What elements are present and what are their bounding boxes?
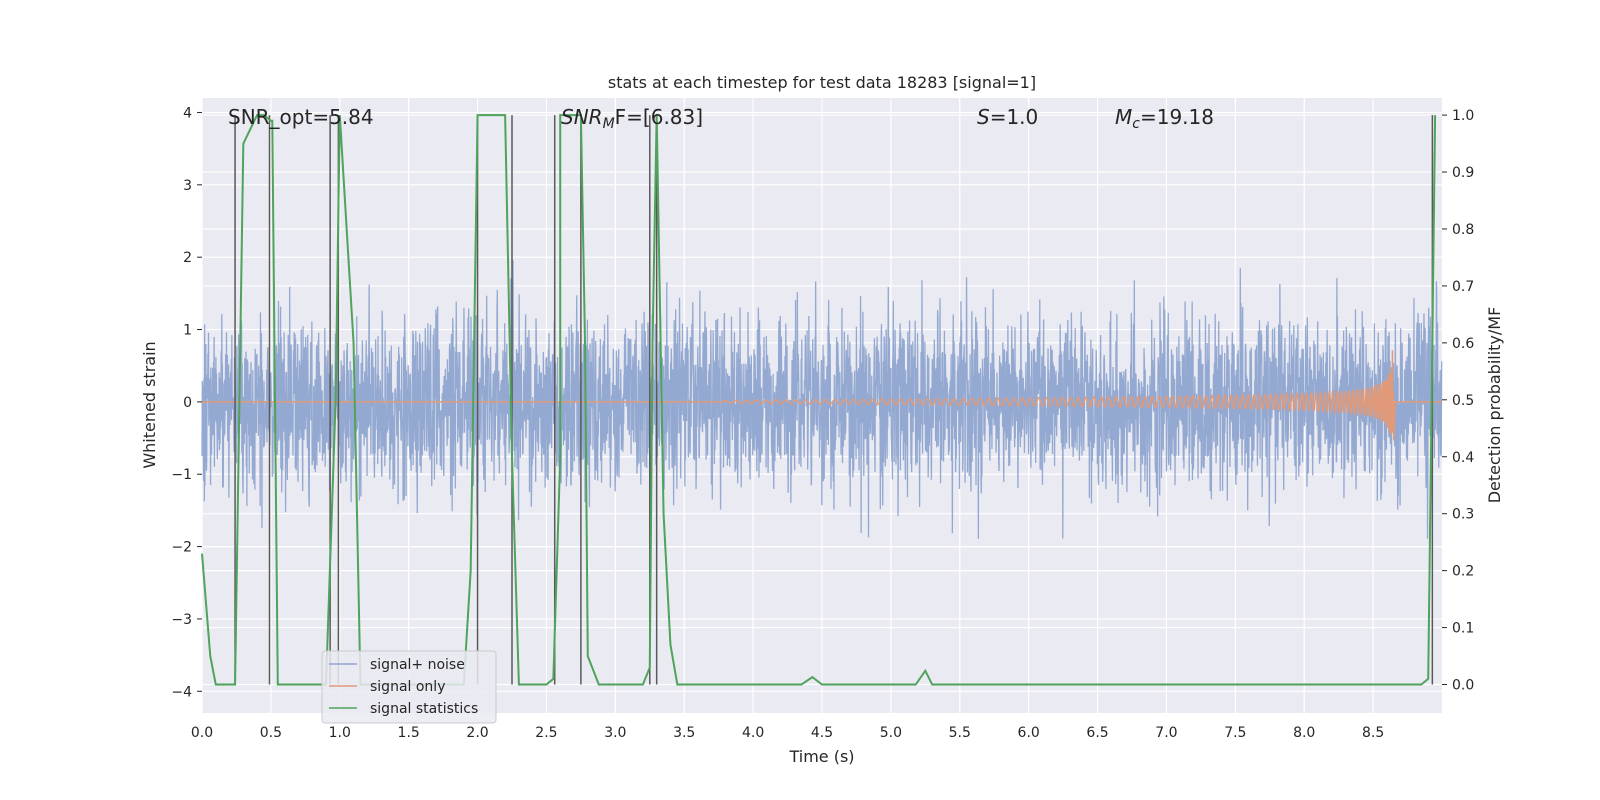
y-right-tick-label: 1.0 <box>1452 108 1474 124</box>
y-right-tick-label: 0.7 <box>1452 279 1474 295</box>
x-tick-label: 1.5 <box>398 725 420 741</box>
signal-plus-noise-trace <box>201 260 1443 539</box>
annotation-mc-base: M <box>1115 105 1132 129</box>
legend-label-signal-statistics: signal statistics <box>370 701 478 717</box>
x-tick-label: 5.5 <box>949 725 971 741</box>
y-right-tick-label: 0.3 <box>1452 507 1474 523</box>
x-tick-labels: 0.0 0.5 1.0 1.5 2.0 2.5 3.0 3.5 4.0 4.5 5.0 5.5 6.0 6… <box>191 725 1384 741</box>
y-right-tick-label: 0.9 <box>1452 165 1474 181</box>
y-axis-right-label: Detection probability/MF <box>1485 307 1504 504</box>
annotation-snr-mf-rest: F=[6.83] <box>615 105 703 129</box>
y-left-tick-label: 0 <box>183 395 192 411</box>
y-right-tick-label: 0.6 <box>1452 336 1474 352</box>
x-tick-label: 4.0 <box>742 725 764 741</box>
y-right-tick-label: 0.0 <box>1452 678 1474 694</box>
signal-plus-noise-line <box>201 260 1443 539</box>
y-left-tick-label: 2 <box>183 250 192 266</box>
signal-statistics-trace <box>201 114 1437 686</box>
y-right-tick-label: 0.4 <box>1452 450 1474 466</box>
legend-label-signal-only: signal only <box>370 679 445 695</box>
x-tick-label: 0.0 <box>191 725 213 741</box>
y-left-tick-label: −2 <box>171 540 192 556</box>
annotation-s-base: S <box>977 105 990 129</box>
y-left-tick-label: 3 <box>183 178 192 194</box>
x-tick-label: 7.0 <box>1155 725 1177 741</box>
x-tick-label: 5.0 <box>880 725 902 741</box>
x-tick-label: 6.5 <box>1086 725 1108 741</box>
annotation-snr-mf-sub: M <box>603 116 615 132</box>
x-axis-label: Time (s) <box>788 747 854 766</box>
x-tick-label: 6.0 <box>1018 725 1040 741</box>
x-tick-label: 3.0 <box>604 725 626 741</box>
y-right-tick-labels: 1.0 0.9 0.8 0.7 0.6 0.5 0.4 0.3 0.2 0.1 0.0 <box>1442 108 1474 694</box>
legend: signal+ noise signal only signal statist… <box>321 650 497 724</box>
y-right-tick-label: 0.2 <box>1452 564 1474 580</box>
y-axis-left-label: Whitened strain <box>140 341 159 468</box>
signal-statistics-line <box>201 114 1437 686</box>
y-left-tick-label: −4 <box>171 684 192 700</box>
y-left-tick-label: 4 <box>183 105 192 121</box>
y-left-tick-label: 1 <box>183 323 192 339</box>
annotation-mc-rest: =19.18 <box>1140 105 1214 129</box>
annotation-snr-mf: SNRMF=[6.83] <box>561 105 703 132</box>
x-tick-label: 7.5 <box>1224 725 1246 741</box>
signal-only-trace <box>202 350 1442 441</box>
annotation-snr-mf-base: SNR <box>561 105 603 129</box>
x-tick-label: 2.5 <box>535 725 557 741</box>
x-tick-label: 3.5 <box>673 725 695 741</box>
annotation-mc-sub: c <box>1132 116 1140 132</box>
y-right-tick-label: 0.5 <box>1452 393 1474 409</box>
y-left-tick-label: −1 <box>171 467 192 483</box>
y-left-tick-labels: 4 3 2 1 0 −1 −2 −3 −4 <box>171 105 202 700</box>
y-right-tick-label: 0.8 <box>1452 222 1474 238</box>
x-tick-label: 8.5 <box>1362 725 1384 741</box>
legend-label-signal-noise: signal+ noise <box>370 657 465 673</box>
x-tick-label: 1.0 <box>329 725 351 741</box>
annotation-s: S=1.0 <box>977 105 1038 129</box>
x-tick-label: 0.5 <box>260 725 282 741</box>
legend-box <box>321 650 497 724</box>
annotation-s-rest: =1.0 <box>990 105 1039 129</box>
x-tick-label: 8.0 <box>1293 725 1315 741</box>
chart-title: stats at each timestep for test data 182… <box>608 73 1036 92</box>
annotation-snr-opt: SNR_opt=5.84 <box>228 105 374 129</box>
x-tick-label: 2.0 <box>466 725 488 741</box>
y-left-tick-label: −3 <box>171 612 192 628</box>
signal-only-line <box>202 350 1442 441</box>
x-tick-label: 4.5 <box>811 725 833 741</box>
y-right-tick-label: 0.1 <box>1452 621 1474 637</box>
annotation-mc: Mc=19.18 <box>1115 105 1214 132</box>
